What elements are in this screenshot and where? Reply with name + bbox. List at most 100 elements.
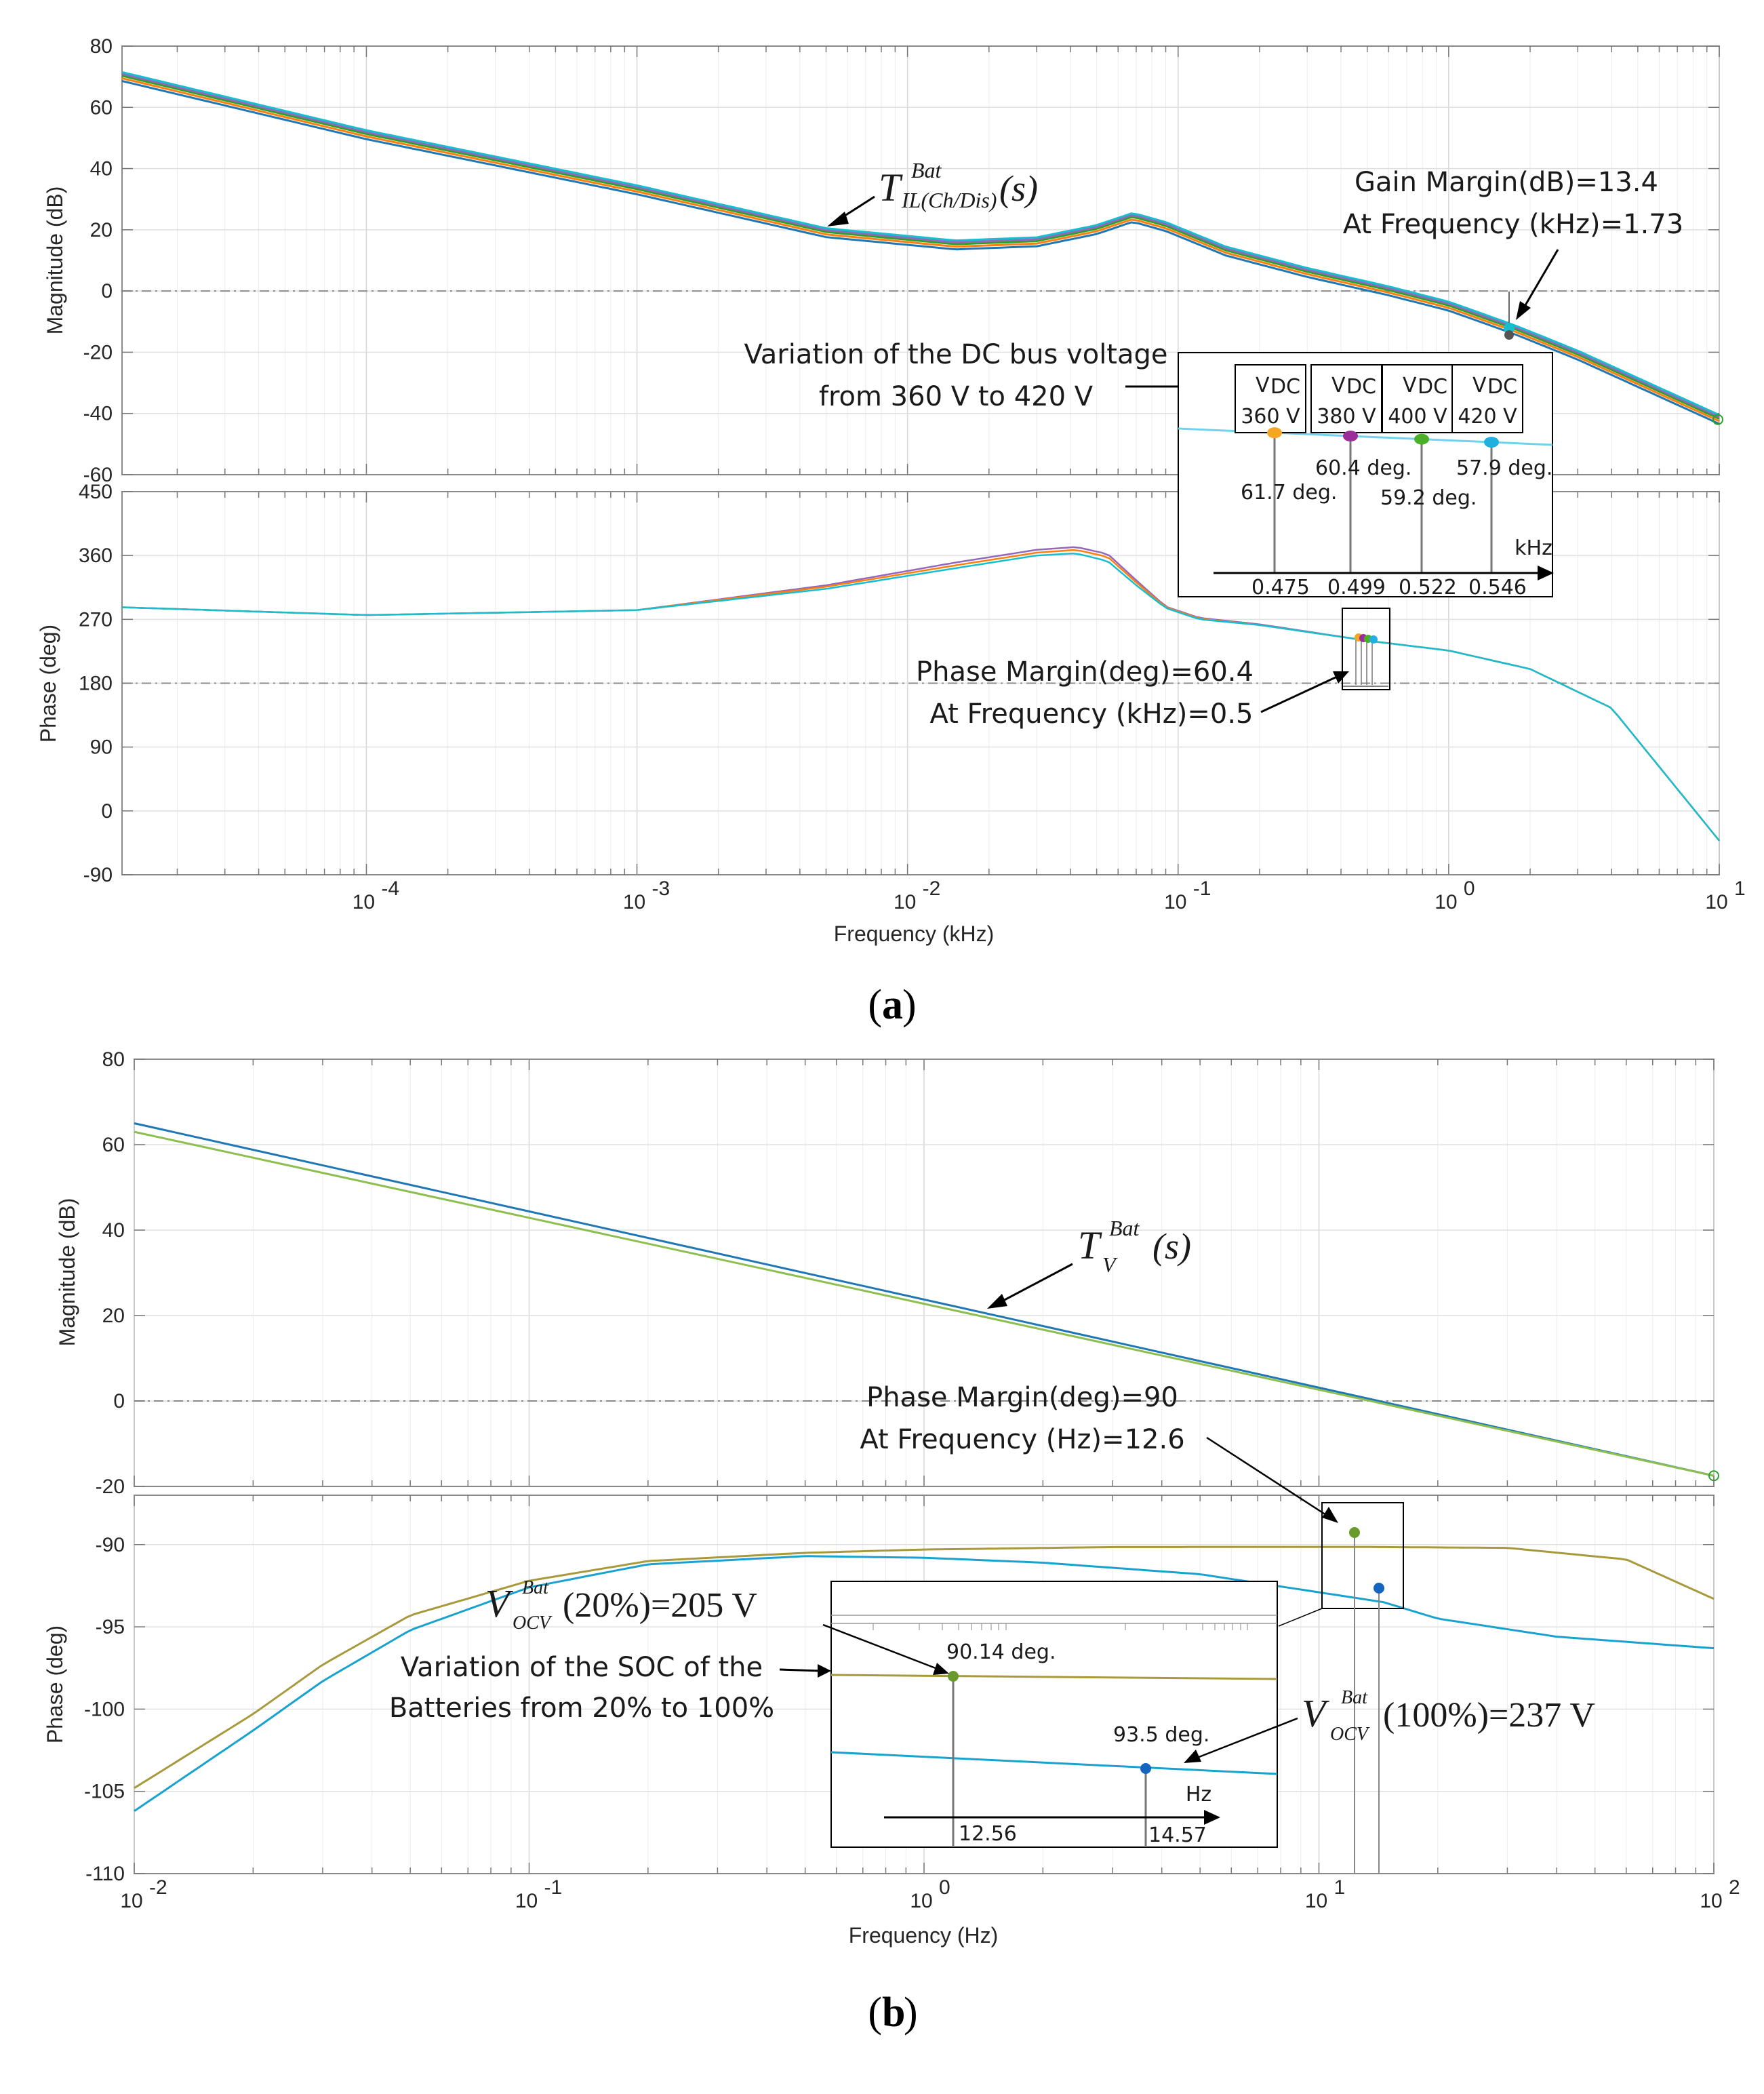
inset-a-freq-label: 0.475 [1251, 576, 1310, 599]
y-tick-label: -90 [83, 864, 113, 886]
phase-b-series-line [134, 1545, 1715, 1790]
inset-b-marker-100 [1140, 1763, 1151, 1774]
tf-b-arg: (s) [1152, 1226, 1191, 1267]
inset-b-curve-20 [830, 1674, 1278, 1680]
x-tick-label: 10 [1305, 1890, 1327, 1912]
magnitude-a-series-line [121, 71, 1720, 416]
panel-a-label-close: ) [902, 982, 917, 1028]
phase-margin-a-label-1: Phase Margin(deg)=60.4 [916, 656, 1254, 688]
inset-b-zoom-box [1278, 1502, 1404, 1874]
x-tick-exponent: -2 [149, 1876, 167, 1899]
ocv100-arrow [1184, 1717, 1298, 1763]
ocv100-label: V Bat OCV (100%)=237 V [1302, 1687, 1595, 1745]
y-tick-label: 20 [90, 219, 113, 241]
panel-a-magnitude-ylabel: Magnitude (dB) [43, 186, 67, 335]
pm-b-marker-100 [1374, 1583, 1384, 1594]
x-tick-label: 10 [910, 1890, 932, 1912]
y-tick-label: 60 [90, 96, 113, 119]
x-tick-label: 10 [1700, 1890, 1722, 1912]
gain-margin-label-2: At Frequency (kHz)=1.73 [1343, 209, 1683, 240]
vdc-label-sub: DC [1346, 375, 1376, 399]
inset-a-phase-label: 61.7 deg. [1241, 481, 1337, 505]
y-tick-label: 80 [102, 1048, 125, 1071]
gain-margin-marker-2 [1504, 330, 1514, 340]
ocv100-sup: Bat [1341, 1687, 1368, 1708]
y-tick-label: 40 [102, 1219, 125, 1242]
x-tick-exponent: 1 [1734, 877, 1746, 900]
ocv100-rest: (100%)=237 V [1383, 1696, 1595, 1735]
x-tick-label: 10 [1435, 891, 1457, 913]
inset-b-phase-label-20: 90.14 deg. [946, 1640, 1056, 1664]
panel-a-magnitude-plot: 80 60 40 20 0 -20 -40 -60 Magnitude (dB) [43, 35, 1723, 486]
inset-b-frame [830, 1581, 1278, 1848]
x-tick-exponent: -1 [544, 1876, 563, 1899]
inset-a-marker [1484, 437, 1499, 448]
ocv100-main: V [1302, 1691, 1330, 1735]
vdc-label-sub: DC [1487, 375, 1517, 399]
y-tick-label: 0 [101, 280, 113, 302]
inset-a-marker [1343, 431, 1358, 442]
inset-a-freq-label: 0.499 [1327, 576, 1386, 599]
panel-b-inset: 90.14 deg. 93.5 deg. Hz 12.56 14.57 [830, 1581, 1278, 1848]
inset-a-marker [1267, 427, 1282, 439]
variation-label-2: from 360 V to 420 V [819, 381, 1094, 412]
vdc-label-v: V [1472, 374, 1487, 397]
panel-b-magnitude-ylabel: Magnitude (dB) [55, 1198, 79, 1347]
vdc-label-sub: DC [1418, 375, 1447, 399]
y-tick-label: 80 [90, 35, 113, 58]
soc-label-1: Variation of the SOC of the [401, 1652, 763, 1683]
y-tick-label: -105 [84, 1781, 125, 1803]
x-tick-exponent: -2 [923, 877, 941, 900]
y-tick-label: 40 [90, 158, 113, 180]
y-tick-label: -40 [83, 403, 113, 425]
y-tick-label: -110 [85, 1863, 125, 1885]
x-tick-exponent: 2 [1729, 1876, 1740, 1899]
tf-b-sub: V [1102, 1252, 1118, 1277]
tf-a-main: T [879, 165, 903, 210]
inset-a-freq-label: 0.522 [1399, 576, 1457, 599]
panel-a-label: a [882, 982, 903, 1028]
panel-a-phase-ylabel: Phase (deg) [36, 625, 60, 743]
vdc-label-sub: DC [1270, 375, 1300, 399]
x-tick-exponent: 1 [1334, 1876, 1346, 1899]
endpoint-marker [1708, 1470, 1719, 1482]
soc-label-2: Batteries from 20% to 100% [389, 1693, 774, 1724]
tf-b-arrow [987, 1263, 1073, 1309]
y-tick-label: 450 [79, 481, 113, 503]
y-tick-label: 0 [101, 800, 113, 823]
y-tick-label: 270 [79, 608, 113, 631]
y-tick-label: -100 [84, 1698, 125, 1720]
panel-b-xlabel: Frequency (Hz) [849, 1923, 999, 1948]
vdc-label-box [1382, 364, 1454, 433]
variation-label-1: Variation of the DC bus voltage [744, 339, 1168, 370]
gain-margin-arrow [1504, 249, 1559, 340]
y-tick-label: -20 [83, 341, 113, 363]
vdc-label-value: 380 V [1317, 405, 1376, 429]
inset-b-freq-label-100: 14.57 [1148, 1823, 1207, 1847]
vdc-label-value: 360 V [1241, 405, 1300, 429]
inset-a-unit: kHz [1515, 536, 1552, 560]
panel-b-label-close: ) [904, 1990, 918, 2036]
phase-b-series-line [134, 1555, 1715, 1813]
tf-a-arrow [827, 195, 875, 226]
x-tick-label: 10 [120, 1890, 142, 1912]
inset-a-phase-label: 57.9 deg. [1456, 456, 1552, 480]
inset-a-marker [1414, 433, 1429, 445]
vdc-label-v: V [1331, 374, 1346, 397]
tf-b-sup: Bat [1109, 1216, 1140, 1240]
phase-a-series-line [121, 553, 1720, 842]
inset-a-freq-label: 0.546 [1468, 576, 1527, 599]
y-tick-label: -90 [96, 1534, 125, 1556]
panel-b-transfer-function-label: T Bat V (s) [1078, 1216, 1191, 1277]
panel-a-phase-plot: 450 360 270 180 90 0 -90 10 -4 10 -3 10 -2 10 -1 10 0 10 1… [36, 481, 1746, 946]
panel-b-phase-ylabel: Phase (deg) [43, 1625, 67, 1743]
x-tick-exponent: -4 [381, 877, 399, 900]
x-tick-exponent: 0 [939, 1876, 950, 1899]
vdc-label-box [1451, 364, 1523, 433]
x-tick-exponent: -1 [1193, 877, 1211, 900]
gain-margin-label-1: Gain Margin(dB)=13.4 [1355, 167, 1658, 198]
magnitude-b-series-line [134, 1130, 1715, 1477]
magnitude-a-series-line [121, 77, 1720, 422]
panel-a-transfer-function-label: T Bat IL(Ch/Dis) (s) [879, 158, 1038, 212]
